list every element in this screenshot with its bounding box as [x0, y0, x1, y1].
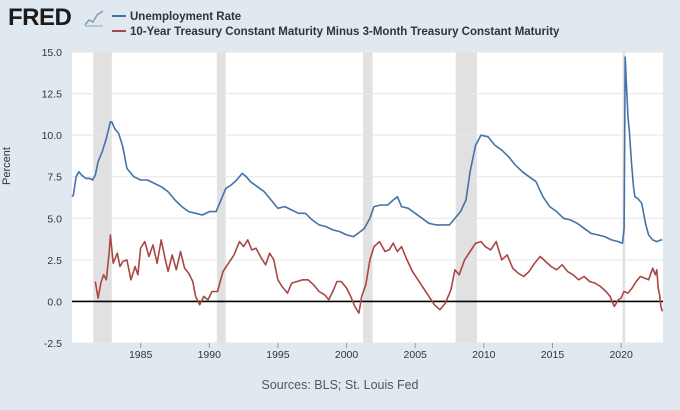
y-tick-label: -2.5 — [44, 338, 62, 350]
y-tick-label: 0.0 — [47, 296, 62, 308]
y-tick-label: 12.5 — [42, 89, 63, 101]
x-axis-ticks: 1985 1990 1995 2000 2005 2010 2015 2020 — [129, 343, 633, 361]
x-tick-label: 1995 — [266, 349, 290, 361]
y-tick-label: 15.0 — [42, 47, 63, 59]
treasury-spread-line — [94, 234, 664, 314]
trend-chart-icon — [84, 9, 104, 27]
legend-item-treasury-spread: 10-Year Treasury Constant Maturity Minus… — [112, 25, 559, 40]
unemployment-rate-line — [71, 56, 663, 244]
x-tick-label: 2000 — [335, 349, 359, 361]
y-tick-label: 10.0 — [42, 130, 63, 142]
x-tick-label: 2005 — [404, 349, 428, 361]
y-axis-ticks: -2.5 0.0 2.5 5.0 7.5 10.0 12.5 15.0 — [42, 47, 63, 350]
fred-logo[interactable]: FRED — [8, 4, 72, 31]
legend-swatch-treasury-spread — [112, 29, 126, 32]
y-tick-label: 7.5 — [47, 172, 62, 184]
x-tick-label: 2010 — [472, 349, 496, 361]
x-tick-label: 2020 — [609, 349, 633, 361]
x-tick-label: 2015 — [541, 349, 565, 361]
y-tick-label: 5.0 — [47, 213, 62, 225]
legend-item-unemployment: Unemployment Rate — [112, 10, 559, 25]
legend-swatch-unemployment — [112, 14, 126, 17]
chart-legend: Unemployment Rate 10-Year Treasury Const… — [112, 10, 559, 40]
recession-band-0 — [93, 52, 112, 343]
sources-note: Sources: BLS; St. Louis Fed — [261, 378, 419, 392]
recession-band-2 — [363, 52, 373, 343]
legend-label-unemployment: Unemployment Rate — [130, 11, 242, 23]
legend-label-treasury-spread: 10-Year Treasury Constant Maturity Minus… — [130, 26, 560, 38]
x-tick-label: 1990 — [198, 349, 222, 361]
x-tick-label: 1985 — [129, 349, 153, 361]
y-tick-label: 2.5 — [47, 255, 62, 267]
